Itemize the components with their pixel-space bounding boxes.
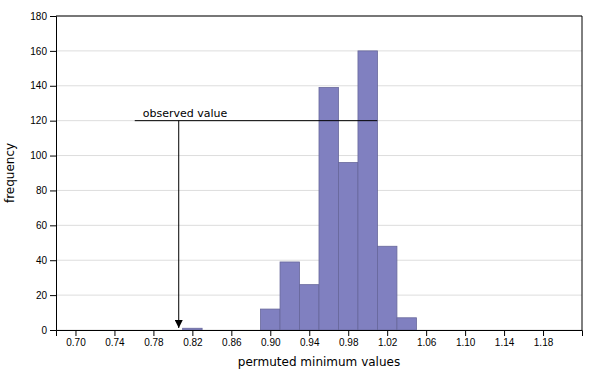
y-tick-label: 180 bbox=[30, 11, 47, 22]
y-tick-label: 140 bbox=[30, 80, 47, 91]
x-tick-mark bbox=[387, 330, 388, 336]
y-tick-mark bbox=[50, 86, 56, 87]
x-tick-label: 0.78 bbox=[144, 337, 164, 348]
x-tick: 0.82 bbox=[183, 330, 203, 348]
y-tick-label: 0 bbox=[41, 325, 47, 336]
x-tick-label: 0.98 bbox=[339, 337, 359, 348]
bar bbox=[280, 262, 299, 330]
x-tick-mark bbox=[153, 330, 154, 336]
plot: 0.70 0.74 0.78 0.82 0.86 0.90 0.94 0.98 1.02 1.06… bbox=[30, 11, 582, 348]
x-tick-mark bbox=[192, 330, 193, 336]
x-tick-label: 1.06 bbox=[417, 337, 437, 348]
annotation-arrow bbox=[178, 121, 179, 328]
y-tick-mark bbox=[50, 16, 56, 17]
y-tick-mark bbox=[50, 260, 56, 261]
bars bbox=[183, 51, 417, 330]
x-tick-label: 1.10 bbox=[456, 337, 476, 348]
x-tick-mark bbox=[504, 330, 505, 336]
x-tick-label: 0.90 bbox=[261, 337, 281, 348]
x-tick-label: 1.14 bbox=[495, 337, 515, 348]
x-tick-mark bbox=[465, 330, 466, 336]
y-tick: 180 bbox=[30, 11, 56, 22]
bar bbox=[319, 88, 338, 330]
y-tick: 80 bbox=[36, 185, 56, 196]
x-axis-title: permuted minimum values bbox=[238, 355, 400, 369]
x-tick-mark bbox=[348, 330, 349, 336]
x-tick-label: 0.70 bbox=[66, 337, 86, 348]
y-tick-mark bbox=[50, 225, 56, 226]
bar bbox=[300, 285, 319, 330]
x-tick: 0.86 bbox=[222, 330, 242, 348]
y-tick-mark bbox=[50, 121, 56, 122]
x-tick-mark bbox=[231, 330, 232, 336]
y-tick: 40 bbox=[36, 255, 56, 266]
y-tick-label: 60 bbox=[36, 220, 48, 231]
y-tick: 20 bbox=[36, 290, 56, 301]
bar bbox=[397, 318, 416, 330]
y-tick-label: 120 bbox=[30, 115, 47, 126]
x-tick-mark bbox=[270, 330, 271, 336]
y-tick-label: 80 bbox=[36, 185, 48, 196]
x-tick-label: 1.18 bbox=[534, 337, 554, 348]
x-tick-label: 0.94 bbox=[300, 337, 320, 348]
frame-top bbox=[56, 16, 582, 17]
bar bbox=[261, 309, 280, 330]
annotation-text: observed value bbox=[143, 107, 228, 120]
x-tick: 0.78 bbox=[144, 330, 164, 348]
frame-right bbox=[582, 16, 583, 330]
y-tick-label: 20 bbox=[36, 290, 48, 301]
x-tick: 0.70 bbox=[66, 330, 86, 348]
x-tick-mark bbox=[114, 330, 115, 336]
y-tick-label: 100 bbox=[30, 150, 47, 161]
y-tick-label: 160 bbox=[30, 46, 47, 57]
x-tick-label: 1.02 bbox=[378, 337, 398, 348]
x-tick-label: 0.82 bbox=[183, 337, 203, 348]
bar bbox=[338, 163, 357, 330]
annotation: observed value bbox=[135, 107, 378, 328]
x-tick-mark bbox=[426, 330, 427, 336]
x-tick: 1.18 bbox=[534, 330, 554, 348]
x-tick: 1.02 bbox=[378, 330, 398, 348]
x-tick: 0.94 bbox=[300, 330, 320, 348]
grid-line bbox=[56, 120, 582, 121]
grid-line bbox=[56, 16, 582, 17]
grid bbox=[56, 16, 582, 330]
bar bbox=[358, 51, 377, 330]
y-tick: 120 bbox=[30, 115, 56, 126]
x-tick-label: 0.74 bbox=[105, 337, 125, 348]
x-tick: 1.14 bbox=[495, 330, 515, 348]
x-tick: 0.98 bbox=[339, 330, 359, 348]
y-tick: 0 bbox=[41, 325, 56, 336]
x-tick: 1.06 bbox=[417, 330, 437, 348]
chart: 0.70 0.74 0.78 0.82 0.86 0.90 0.94 0.98 1.02 1.06… bbox=[0, 0, 600, 374]
x-tick: 0.90 bbox=[261, 330, 281, 348]
grid-line bbox=[56, 50, 582, 51]
y-tick-mark bbox=[50, 330, 56, 331]
annotation-line bbox=[135, 120, 378, 121]
y-tick: 60 bbox=[36, 220, 56, 231]
x-tick-mark bbox=[543, 330, 544, 336]
y-tick-mark bbox=[50, 51, 56, 52]
y-tick: 160 bbox=[30, 46, 56, 57]
x-tick: 0.74 bbox=[105, 330, 125, 348]
y-tick-mark bbox=[50, 156, 56, 157]
y-tick: 100 bbox=[30, 150, 56, 161]
x-tick: 1.10 bbox=[456, 330, 476, 348]
bar bbox=[183, 328, 202, 330]
bar bbox=[377, 246, 396, 330]
x-tick-label: 0.86 bbox=[222, 337, 242, 348]
y-axis-line bbox=[50, 17, 57, 331]
y-tick-mark bbox=[50, 295, 56, 296]
x-axis-line bbox=[57, 331, 583, 337]
x-tick-mark bbox=[309, 330, 310, 336]
y-tick-mark bbox=[50, 190, 56, 191]
x-axis: 0.70 0.74 0.78 0.82 0.86 0.90 0.94 0.98 1.02 1.06… bbox=[57, 330, 583, 348]
y-axis: 0 20 40 60 80 100 120 140 160 180 bbox=[30, 11, 56, 336]
y-axis-title: frequency bbox=[3, 143, 17, 203]
grid-line bbox=[56, 85, 582, 86]
y-tick-label: 40 bbox=[36, 255, 48, 266]
x-tick-mark bbox=[75, 330, 76, 336]
y-tick: 140 bbox=[30, 80, 56, 91]
